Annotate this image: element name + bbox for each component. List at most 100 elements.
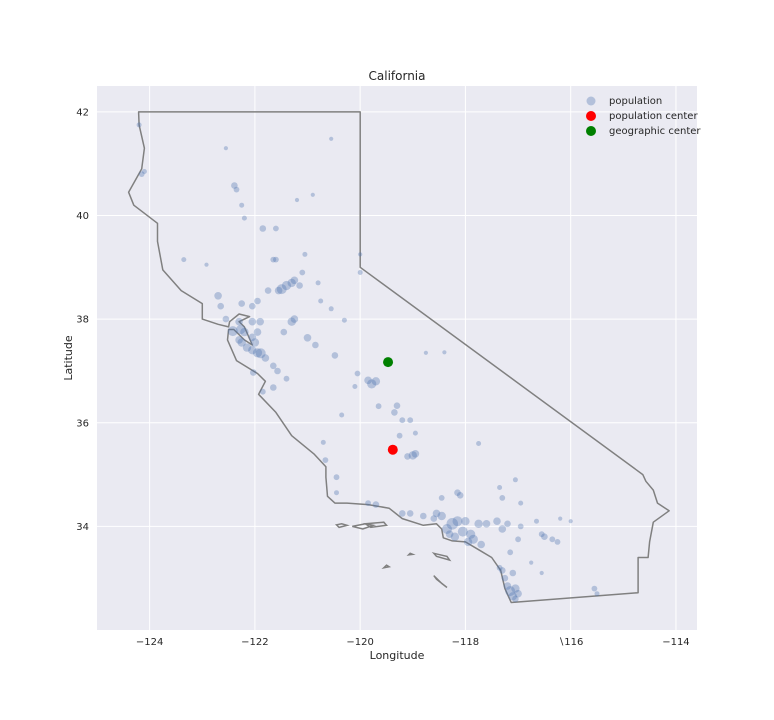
population-point bbox=[538, 531, 545, 538]
population-point bbox=[393, 402, 401, 410]
population-point bbox=[591, 585, 598, 592]
population-point bbox=[512, 595, 519, 603]
population-point bbox=[399, 417, 406, 424]
population-point bbox=[365, 500, 371, 506]
x-axis-label: Longitude bbox=[370, 649, 425, 662]
population-point bbox=[408, 451, 417, 460]
population-point bbox=[236, 324, 246, 335]
population-point bbox=[339, 412, 345, 418]
population-point bbox=[375, 403, 382, 410]
population-point bbox=[235, 336, 243, 344]
population-point bbox=[249, 302, 256, 310]
population-point bbox=[240, 327, 249, 337]
chart-title: California bbox=[369, 69, 426, 83]
population-point bbox=[420, 512, 427, 520]
population-point bbox=[287, 278, 296, 288]
population-point bbox=[204, 262, 209, 267]
x-tick-label: −124 bbox=[136, 637, 163, 648]
population-point bbox=[499, 567, 506, 574]
island-outline bbox=[406, 552, 416, 556]
population-point bbox=[252, 348, 263, 358]
population-point bbox=[511, 584, 520, 593]
population-point bbox=[474, 519, 483, 528]
population-point bbox=[273, 225, 279, 232]
population-point bbox=[558, 516, 563, 521]
population-point bbox=[463, 537, 473, 547]
population-point bbox=[259, 388, 266, 395]
legend-label-geographic-center: geographic center bbox=[609, 126, 701, 137]
population-point bbox=[501, 574, 509, 582]
population-point bbox=[396, 432, 403, 439]
island-outline bbox=[363, 521, 388, 529]
population-point bbox=[442, 350, 447, 355]
population-point bbox=[529, 560, 534, 565]
legend-marker-population bbox=[586, 96, 596, 106]
population-point bbox=[482, 520, 491, 528]
population-point bbox=[270, 384, 277, 391]
population-point bbox=[456, 492, 464, 499]
population-point bbox=[287, 317, 296, 326]
population-point bbox=[450, 532, 460, 541]
population-point bbox=[505, 586, 516, 597]
population-point bbox=[254, 297, 261, 305]
population-point bbox=[181, 257, 187, 263]
population-point bbox=[214, 292, 222, 300]
legend-marker-population-center bbox=[586, 111, 596, 121]
population-point bbox=[276, 284, 287, 295]
population-point bbox=[437, 511, 446, 521]
population-point bbox=[404, 453, 411, 460]
population-point bbox=[423, 350, 428, 355]
population-point bbox=[594, 591, 600, 597]
population-point bbox=[457, 526, 468, 537]
population-point bbox=[302, 251, 308, 257]
population-point bbox=[138, 171, 145, 178]
population-point bbox=[283, 375, 290, 382]
population-point bbox=[498, 525, 507, 533]
population-point bbox=[432, 509, 441, 518]
population-point bbox=[507, 549, 514, 556]
population-point bbox=[461, 517, 470, 526]
y-tick-label: 42 bbox=[76, 107, 89, 118]
population-point bbox=[256, 317, 265, 326]
population-point bbox=[476, 441, 482, 446]
state-outline bbox=[127, 111, 670, 604]
population-point bbox=[568, 519, 573, 524]
x-tick-label: ∖116 bbox=[558, 637, 583, 648]
population-point bbox=[253, 328, 262, 336]
population-point bbox=[274, 286, 283, 295]
population-point bbox=[270, 362, 277, 370]
population-point bbox=[250, 338, 260, 347]
population-point bbox=[242, 343, 252, 352]
population-point bbox=[248, 346, 257, 355]
population-point bbox=[227, 326, 238, 337]
population-point bbox=[259, 225, 267, 232]
x-tick-label: −114 bbox=[662, 637, 689, 648]
population-point bbox=[517, 523, 524, 530]
population-point bbox=[270, 256, 277, 263]
population-point bbox=[504, 520, 511, 528]
population-point bbox=[499, 495, 506, 501]
y-tick-label: 36 bbox=[76, 418, 89, 429]
population-point bbox=[255, 348, 266, 359]
population-point bbox=[445, 530, 454, 538]
population-point bbox=[320, 439, 326, 445]
population-point bbox=[333, 474, 340, 481]
population-point bbox=[141, 169, 147, 174]
population-point bbox=[411, 450, 420, 458]
population-point bbox=[493, 517, 501, 525]
population-point bbox=[515, 536, 521, 543]
population-point bbox=[512, 477, 518, 483]
population-point bbox=[446, 518, 459, 530]
population-point bbox=[468, 534, 478, 544]
population-point bbox=[329, 136, 334, 141]
population-point bbox=[399, 510, 406, 517]
population-point bbox=[334, 490, 339, 496]
population-point bbox=[357, 270, 363, 275]
population-point bbox=[358, 252, 363, 257]
population-point bbox=[310, 192, 315, 197]
population-point bbox=[294, 197, 300, 203]
population-point bbox=[554, 539, 561, 545]
population-point bbox=[514, 589, 522, 598]
population-point bbox=[406, 510, 414, 517]
